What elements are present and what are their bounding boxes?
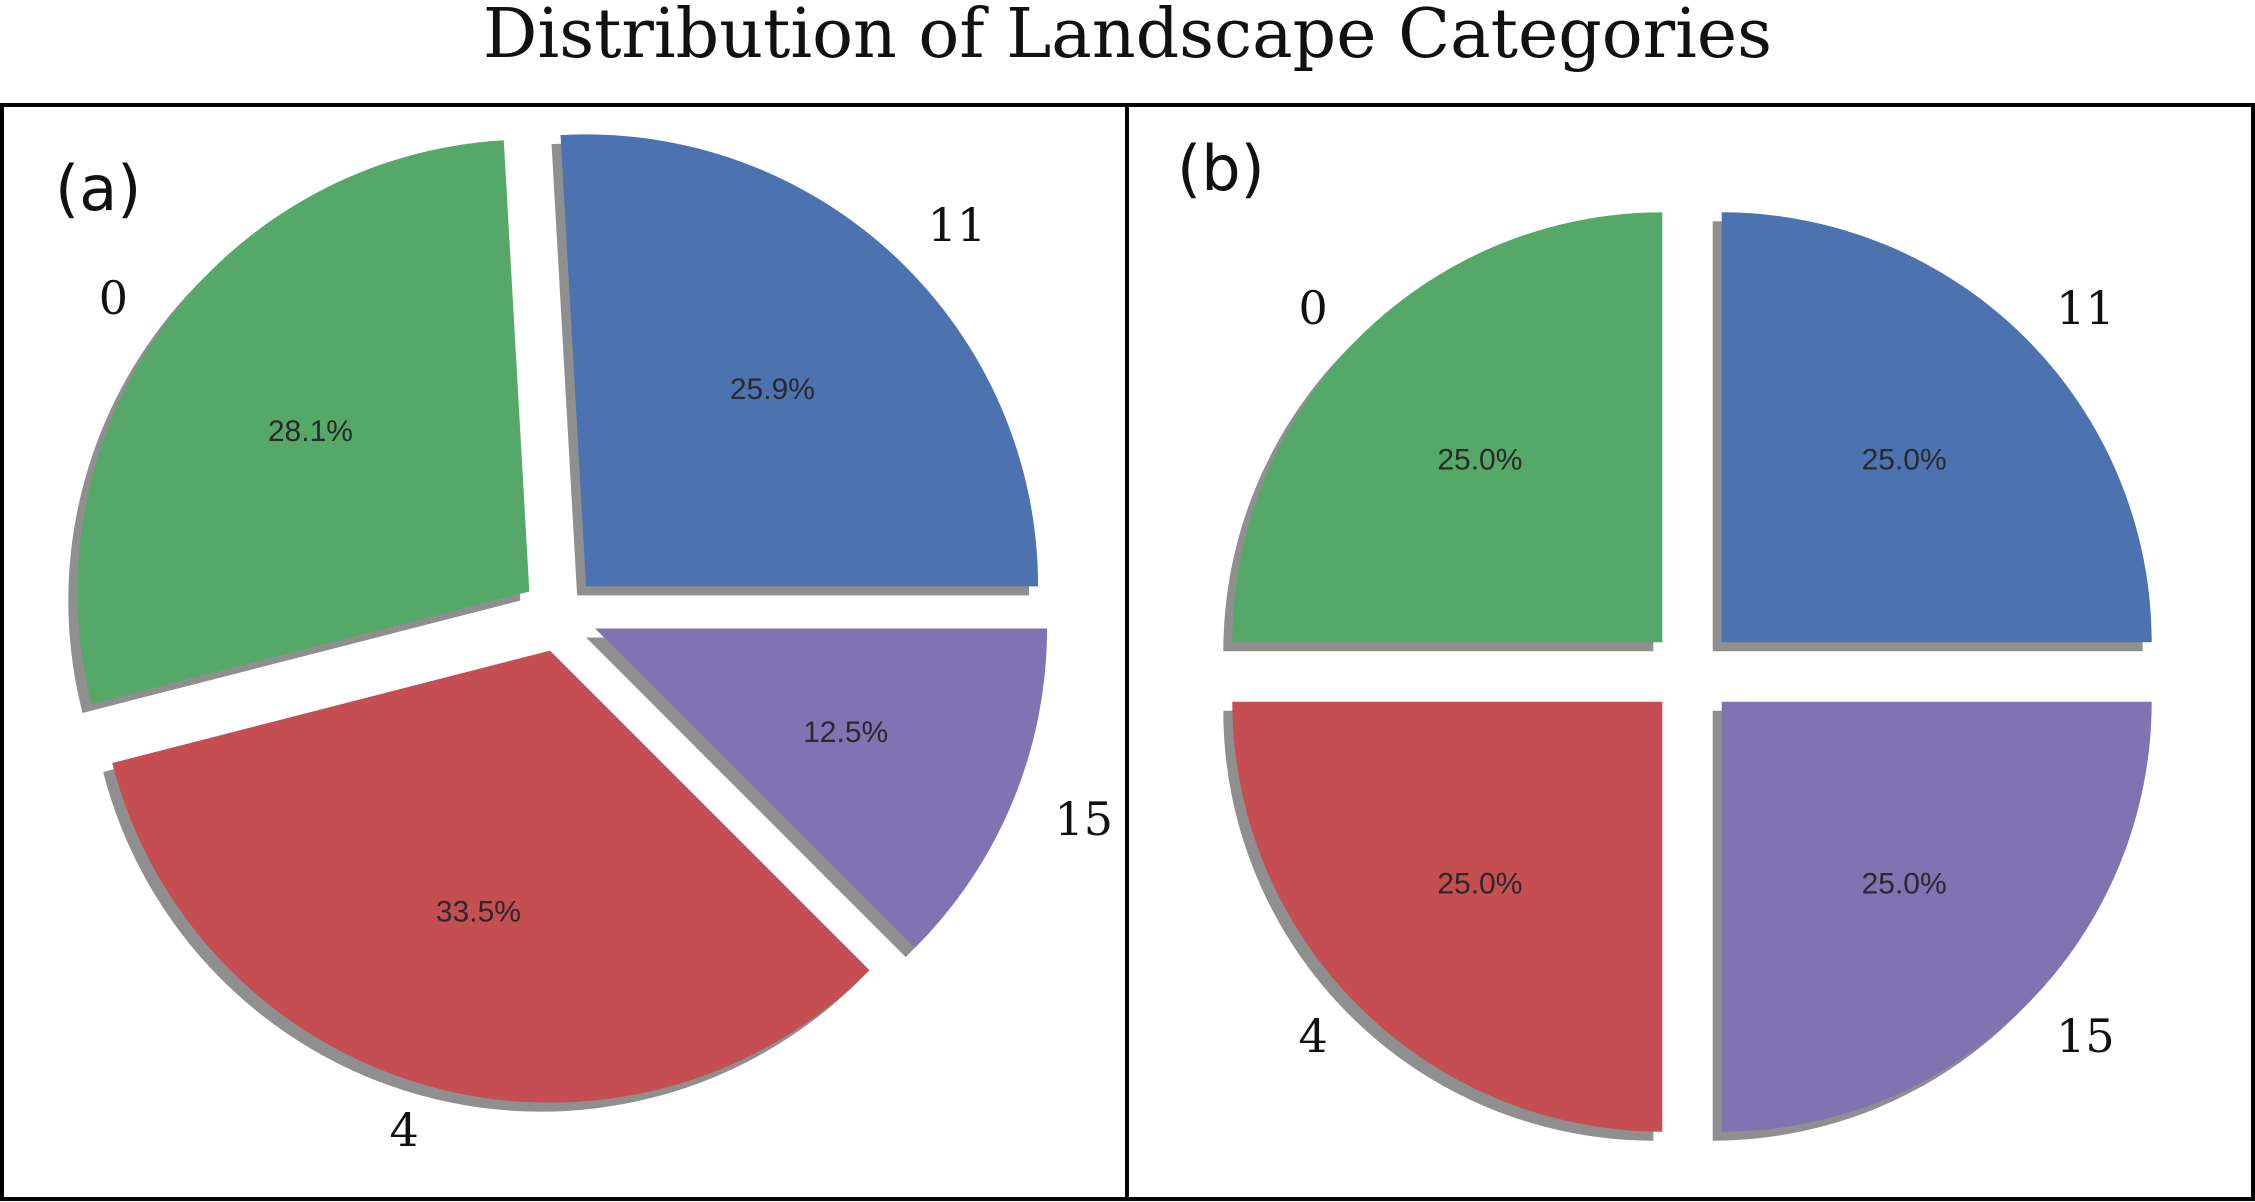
pie-chart-a: 25.9% 11 28.1% 0 33.5% 4 12.5% 15 (a) <box>55 134 1113 1157</box>
panel-frames <box>0 103 2255 1201</box>
pie-b-pct-label-11: 25.0% <box>1862 443 1947 476</box>
pie-b-category-label-15: 15 <box>2056 1009 2115 1063</box>
pie-b-pct-label-4: 25.0% <box>1437 868 1522 901</box>
pie-a-category-label-11: 11 <box>928 198 987 252</box>
panel-frame-b <box>1125 103 2255 1201</box>
pie-chart-b: 25.0% 11 25.0% 0 25.0% 4 25.0% 15 (b) <box>1177 132 2152 1141</box>
panel-label-b: (b) <box>1177 132 1265 205</box>
chart-title: Distribution of Landscape Categories <box>482 0 1773 74</box>
pie-b-category-label-11: 11 <box>2056 281 2115 335</box>
pie-b-slice-0 <box>1232 212 1663 643</box>
pie-a-pct-label-0: 28.1% <box>268 415 353 448</box>
pie-a-category-label-15: 15 <box>1054 792 1113 846</box>
pie-b-pct-label-0: 25.0% <box>1437 443 1522 476</box>
pie-a-pct-label-4: 33.5% <box>436 896 521 929</box>
pie-a-pct-label-11: 25.9% <box>730 373 815 406</box>
pie-a-slice-0 <box>77 140 530 704</box>
pie-a-slice-15 <box>595 628 1048 949</box>
pie-b-slice-15 <box>1721 701 2152 1132</box>
pie-a-slice-4 <box>112 650 870 1103</box>
pie-b-pct-label-15: 25.0% <box>1862 868 1947 901</box>
pie-a-category-label-0: 0 <box>99 271 128 325</box>
pie-b-slice-11 <box>1721 212 2152 643</box>
panel-label-a: (a) <box>55 152 141 225</box>
pie-b-category-label-4: 4 <box>1299 1009 1328 1063</box>
pie-a-category-label-4: 4 <box>389 1103 418 1157</box>
pie-a-slice-11 <box>560 134 1039 587</box>
pie-b-category-label-0: 0 <box>1299 281 1328 335</box>
pie-a-pct-label-15: 12.5% <box>803 716 888 749</box>
pie-b-slice-4 <box>1232 701 1663 1132</box>
